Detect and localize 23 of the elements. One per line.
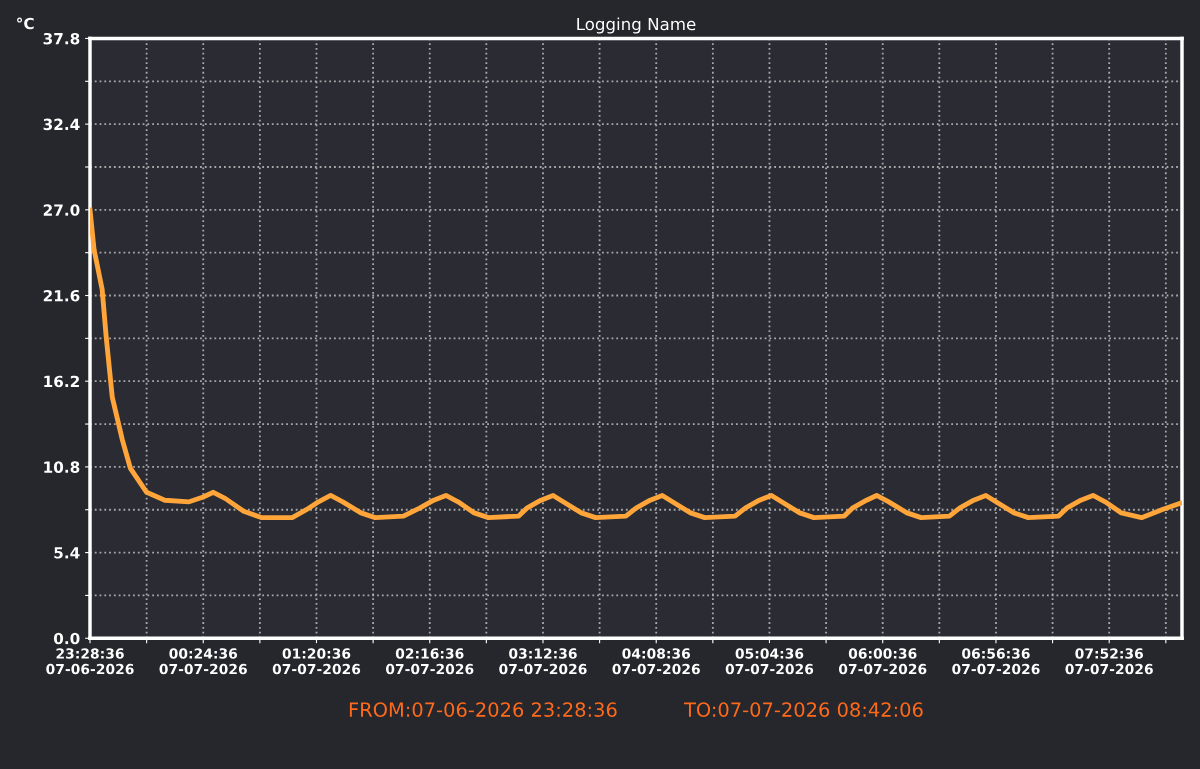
text: TO:07-07-2026 08:42:06 [683,702,923,717]
x-tick-label: 07:52:36 07-07-2026 [1065,648,1153,675]
x-tick-label: 04:08:36 07-07-2026 [612,648,700,675]
y-axis-title: °C [17,17,34,30]
y-tick-label: 0.0 [53,632,80,645]
line-series [90,207,1182,521]
x-tick-label: 23:28:36 07-06-2026 [46,648,134,675]
y-tick-label: 32.4 [43,118,80,131]
y-tick-label: 27.0 [43,204,80,216]
x-tick-label: 01:20:36 07-07-2026 [272,648,361,675]
x-tick-label: 00:24:36 07-07-2026 [159,648,247,675]
x-tick-label: 06:00:36 07-07-2026 [838,648,927,675]
x-tick-label: 05:04:36 07-07-2026 [725,648,814,675]
x-tick-label: 06:56:36 07-07-2026 [952,648,1040,675]
chart-title: Logging Name [577,17,696,34]
x-tick-label: 02:16:36 07-07-2026 [385,648,474,675]
y-tick-label: 10.8 [44,461,80,473]
y-tick-label: 16.2 [44,375,79,388]
x-tick-label: 03:12:36 07-07-2026 [499,648,587,675]
text: FROM:07-06-2026 23:28:36 [349,702,617,717]
y-tick-label: 37.8 [43,32,80,45]
y-tick-label: 21.6 [43,289,80,302]
y-tick-label: 5.4 [54,547,80,559]
